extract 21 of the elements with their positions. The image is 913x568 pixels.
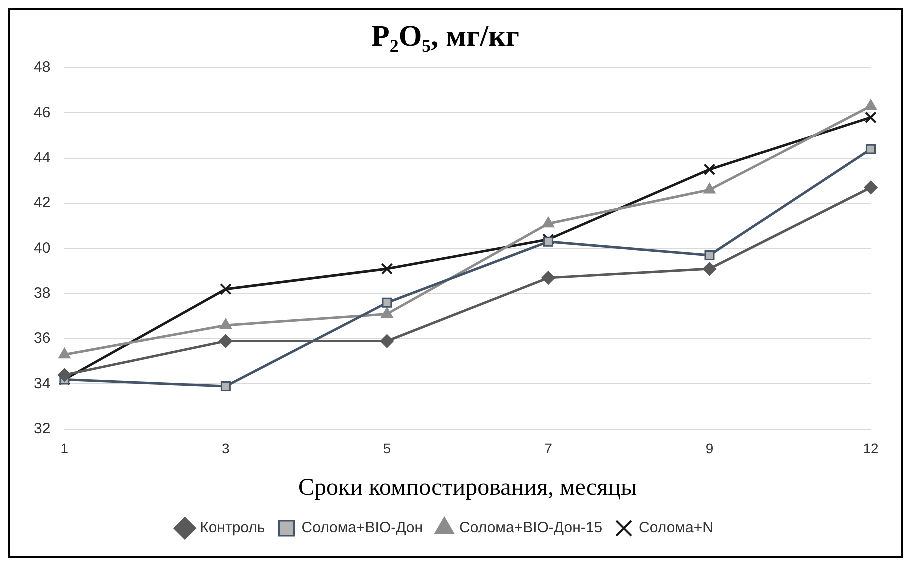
legend-label: Солома+BIO-Дон xyxy=(302,520,424,537)
y-tick-label: 42 xyxy=(34,194,51,212)
x-tick-label: 3 xyxy=(222,440,230,457)
y-tick-label: 40 xyxy=(34,240,51,257)
legend-label: Солома+BIO-Дон-15 xyxy=(460,520,603,537)
x-axis-title: Сроки компостирования, месяцы xyxy=(298,474,638,501)
y-tick-label: 34 xyxy=(34,375,51,392)
x-tick-label: 7 xyxy=(544,440,553,457)
y-tick-label: 38 xyxy=(34,285,51,302)
legend-label: Солома+N xyxy=(639,520,714,537)
y-tick-label: 46 xyxy=(34,104,51,122)
x-tick-label: 1 xyxy=(60,440,69,457)
chart-title: P₂O₅, мг/кг xyxy=(372,20,520,53)
legend-label: Контроль xyxy=(200,520,266,537)
y-tick-label: 44 xyxy=(34,149,51,166)
y-tick-label: 32 xyxy=(34,420,51,438)
x-tick-label: 9 xyxy=(706,440,714,457)
x-tick-label: 5 xyxy=(383,440,392,457)
y-tick-label: 48 xyxy=(34,59,51,76)
y-tick-label: 36 xyxy=(34,330,51,348)
x-tick-label: 12 xyxy=(863,440,879,457)
